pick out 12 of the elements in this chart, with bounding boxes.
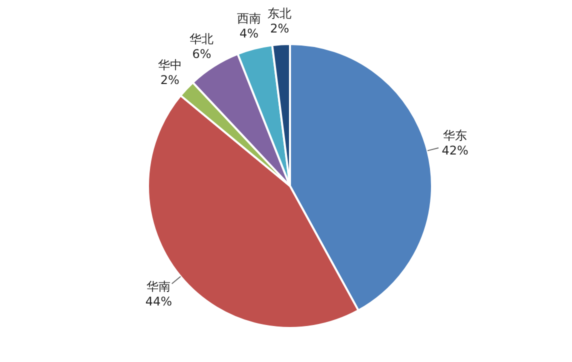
data-label: 4% (240, 26, 259, 40)
slice-label: 华中 (158, 58, 182, 72)
data-label: 6% (192, 46, 212, 61)
data-label: 2% (270, 22, 290, 36)
slice-label: 东北 (268, 6, 292, 21)
data-label: 42% (442, 144, 468, 158)
slice-label: 西南 (237, 11, 262, 26)
data-label: 44% (145, 294, 172, 309)
slice-label: 华北 (190, 32, 214, 46)
slice-label: 华南 (146, 280, 171, 294)
slice-label: 华东 (443, 128, 468, 143)
data-label: 2% (160, 73, 180, 88)
